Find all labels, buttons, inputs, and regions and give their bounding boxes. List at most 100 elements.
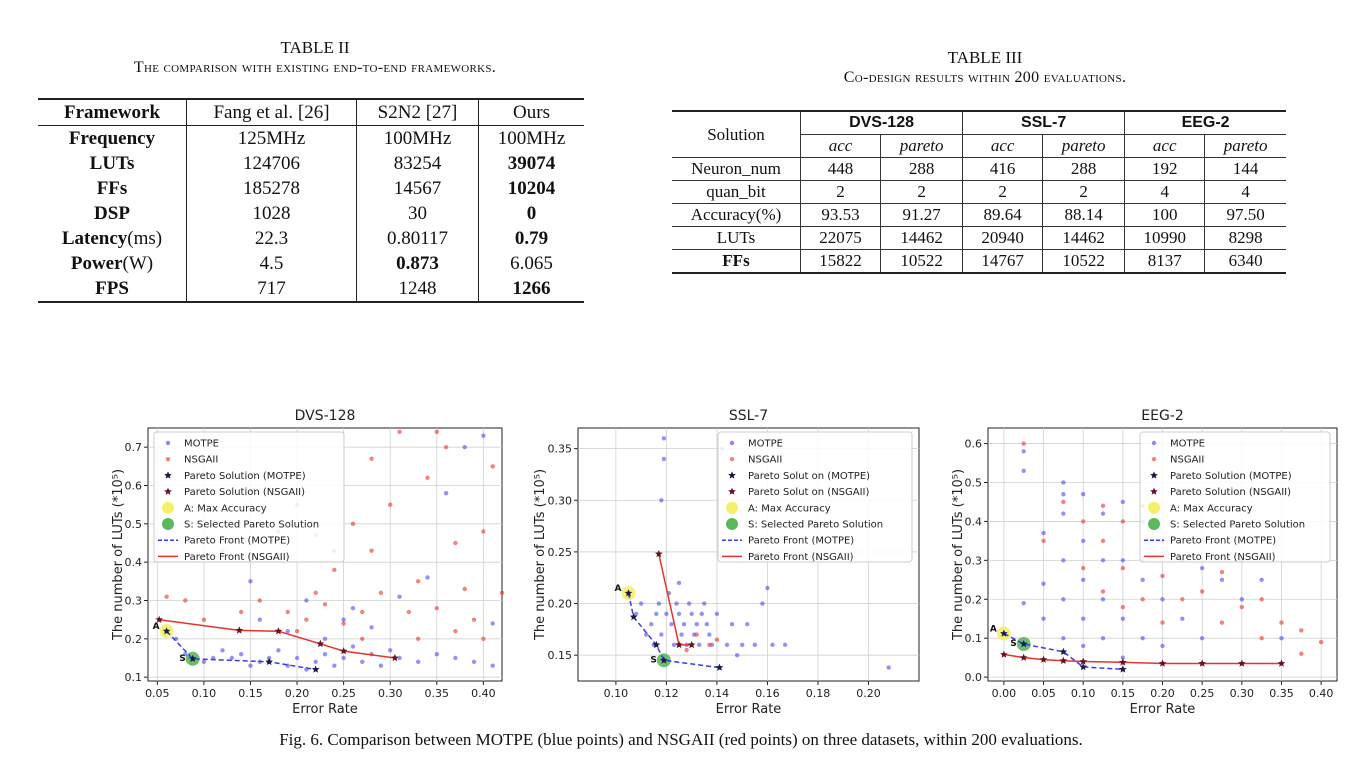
legend-label: Pareto Front (MOTPE) xyxy=(184,536,290,547)
motpe-point xyxy=(661,456,667,462)
motpe-point xyxy=(257,617,262,622)
nsga-point xyxy=(1100,503,1106,509)
legend-label: Pareto Front (MOTPE) xyxy=(1170,536,1276,547)
table2-cell: 717 xyxy=(186,276,357,303)
legend-swatch-motpe xyxy=(165,440,171,446)
pareto-solution-nsga xyxy=(687,640,696,649)
table3-cell: 4 xyxy=(1204,180,1286,204)
nsga-point xyxy=(415,579,421,584)
pareto-solution-nsga xyxy=(235,626,244,634)
legend-label: Pareto Solut on (NSGAII) xyxy=(748,487,870,498)
motpe-point xyxy=(322,636,328,642)
nsga-point xyxy=(1259,597,1264,602)
legend-label: Pareto Solution (MOTPE) xyxy=(1170,471,1292,482)
table3-title: Co-design results within 200 evaluations… xyxy=(843,69,1127,86)
x-axis-label: Error Rate xyxy=(1130,702,1196,717)
legend-label: S: Selected Pareto Solution xyxy=(184,520,319,531)
nsga-point xyxy=(1041,538,1046,544)
legend-box xyxy=(153,431,345,563)
x-tick-label: 0.05 xyxy=(145,687,170,700)
nsga-point xyxy=(462,586,467,592)
pareto-solution-motpe xyxy=(1019,640,1028,648)
plot-marks: AS xyxy=(615,436,891,671)
motpe-point xyxy=(1080,616,1086,621)
motpe-point xyxy=(388,648,393,653)
table2-cell: 124706 xyxy=(186,151,357,176)
table2-row: DSP 1028 30 0 xyxy=(38,201,584,226)
nsga-point xyxy=(183,598,188,603)
legend-label: A: Max Accuracy xyxy=(1170,503,1253,514)
table2-label: TABLE II xyxy=(280,38,350,57)
motpe-point xyxy=(1219,577,1225,582)
nsga-point xyxy=(425,475,430,481)
legend-label: NSGAII xyxy=(184,455,218,466)
nsga-point xyxy=(434,429,439,435)
motpe-point xyxy=(1160,643,1165,649)
motpe-point xyxy=(734,652,740,658)
annotation-a: A xyxy=(615,584,622,594)
table3-subheader: acc xyxy=(1124,134,1206,158)
y-tick-label: 0.3 xyxy=(125,595,143,608)
table3-subheader: pareto xyxy=(1204,134,1286,158)
table2-row: Latency(ms) 22.3 0.80117 0.79 xyxy=(38,226,584,251)
motpe-point xyxy=(1100,597,1106,602)
motpe-point xyxy=(729,622,735,627)
nsga-point xyxy=(1140,597,1145,602)
y-tick-label: 0.2 xyxy=(965,593,983,606)
y-tick-label: 0.7 xyxy=(125,441,143,454)
nsga-point xyxy=(1318,639,1324,645)
pareto-solution-nsga xyxy=(1079,657,1087,665)
legend-label: A: Max Accuracy xyxy=(748,503,831,514)
annotation-s: S xyxy=(650,655,656,665)
legend-label: Pareto Solut on (MOTPE) xyxy=(748,471,870,482)
nsga-point xyxy=(481,529,486,534)
pareto-solution-motpe xyxy=(265,657,273,666)
pareto-solution-motpe xyxy=(660,656,668,664)
motpe-point xyxy=(724,642,730,648)
table3-cell: 91.27 xyxy=(880,203,964,227)
nsga-point xyxy=(360,636,365,642)
nsga-point xyxy=(1021,441,1026,446)
motpe-point xyxy=(659,632,664,637)
y-tick-label: 0.25 xyxy=(548,546,573,559)
pareto-solution-motpe xyxy=(1000,629,1008,637)
nsga-point xyxy=(294,628,300,634)
motpe-point xyxy=(1061,511,1066,516)
motpe-point xyxy=(183,651,188,657)
motpe-point xyxy=(702,601,707,606)
table2-cell: 0.873 xyxy=(355,251,480,276)
nsga-point xyxy=(332,567,337,573)
motpe-point xyxy=(886,665,891,670)
legend-swatch-pareto-motpe xyxy=(164,471,172,479)
pareto-solution-nsga xyxy=(155,615,163,623)
legend-swatch-max-accuracy xyxy=(162,501,174,514)
motpe-point xyxy=(490,621,495,626)
motpe-point xyxy=(285,628,290,634)
motpe-point xyxy=(360,659,365,665)
motpe-point xyxy=(739,642,745,648)
table3-cell: 14462 xyxy=(1042,226,1126,250)
motpe-point xyxy=(276,648,281,653)
legend-swatch-nsga xyxy=(165,457,171,462)
x-tick-label: 0.12 xyxy=(654,687,679,700)
y-axis-label: The number of LUTs (*10⁵) xyxy=(111,469,126,641)
pareto-solution-nsga xyxy=(1000,650,1008,658)
table3-cell: 22075 xyxy=(799,226,882,250)
y-tick-label: 0.2 xyxy=(125,633,143,646)
x-tick-label: 0.40 xyxy=(471,687,496,700)
x-axis-label: Error Rate xyxy=(292,702,358,717)
y-tick-label: 0.1 xyxy=(965,632,983,645)
pareto-solution-nsga xyxy=(316,639,325,648)
motpe-point xyxy=(1199,565,1205,571)
motpe-point xyxy=(760,601,765,606)
nsga-point xyxy=(1299,628,1304,633)
table2-header-cell: Fang et al. [26] xyxy=(186,98,357,126)
table3-cell: 14462 xyxy=(880,226,964,250)
table3-dataset-header: EEG-2 xyxy=(1124,110,1286,135)
motpe-point xyxy=(350,644,356,649)
nsga-point xyxy=(1061,499,1066,505)
y-axis-label: The number of LUTs (*10⁵) xyxy=(533,469,548,641)
y-tick-label: 0.5 xyxy=(125,518,143,531)
table3-cell: 100 xyxy=(1124,203,1206,227)
pareto-solution-nsga xyxy=(1198,659,1206,667)
